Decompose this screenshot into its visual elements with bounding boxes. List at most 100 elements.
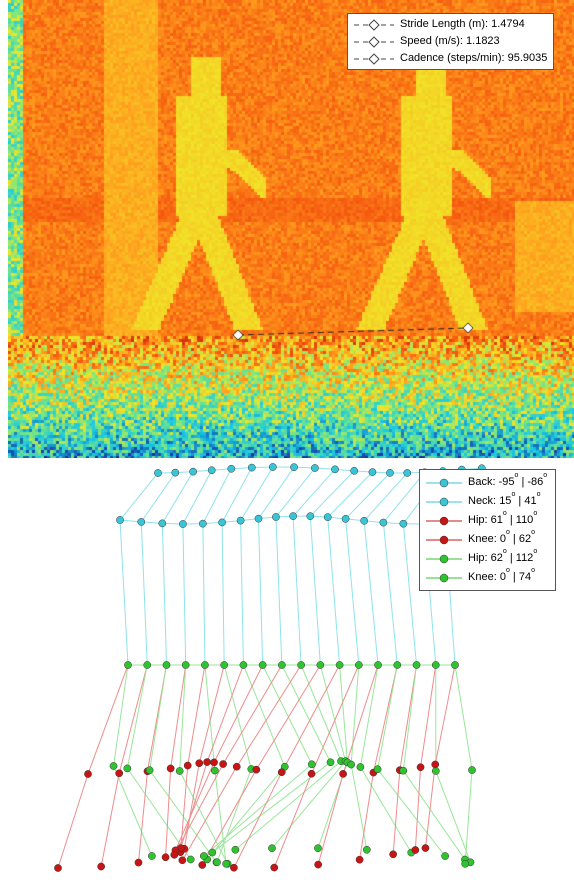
back-line xyxy=(345,518,360,666)
neck-joint-marker xyxy=(218,518,226,527)
left-shin-line xyxy=(183,763,200,849)
cadence-text: Cadence (steps/min): 95.9035 xyxy=(400,52,548,64)
legend-entry-hip-red: Hip: 61o | 110o xyxy=(424,510,547,530)
right-knee-marker xyxy=(211,766,219,775)
right-knee-marker xyxy=(175,767,184,775)
left-knee-marker xyxy=(431,760,440,769)
back-line xyxy=(140,521,148,666)
neck-joint-marker xyxy=(137,518,146,526)
left-thigh-line xyxy=(399,664,418,771)
right-ankle-marker xyxy=(222,859,230,868)
right-shin-line xyxy=(214,770,227,864)
left-thigh-line xyxy=(236,664,302,767)
right-thigh-line xyxy=(359,664,379,768)
right-knee-marker xyxy=(326,758,335,767)
hip-joint-marker xyxy=(220,661,229,669)
left-ankle-marker xyxy=(230,863,238,872)
neck-joint-marker xyxy=(179,520,187,528)
left-knee-marker xyxy=(339,770,347,778)
right-knee-marker xyxy=(109,762,118,770)
left-thigh-line xyxy=(434,664,456,765)
left-thigh-line xyxy=(187,664,206,766)
diamond-icon xyxy=(354,35,394,48)
left-knee-marker xyxy=(307,769,316,778)
left-ankle-marker xyxy=(134,858,143,867)
left-knee-marker xyxy=(232,762,241,771)
left-ankle-marker xyxy=(161,853,170,862)
left-shin-line xyxy=(179,765,189,853)
right-shin-line xyxy=(435,770,471,863)
right-knee-marker xyxy=(373,765,382,774)
neck-joint-marker xyxy=(254,514,263,523)
right-shin-line xyxy=(350,764,368,850)
left-knee-marker xyxy=(277,768,286,777)
right-thigh-line xyxy=(281,664,331,763)
circle-icon xyxy=(426,554,462,563)
diamond-icon xyxy=(354,18,394,31)
left-ankle-marker xyxy=(389,850,398,859)
left-ankle-marker xyxy=(314,860,323,869)
left-shin-line xyxy=(414,767,422,851)
hip-joint-marker xyxy=(297,661,305,669)
left-ankle-marker xyxy=(421,844,430,852)
hip-joint-marker xyxy=(278,661,286,669)
hip-joint-marker xyxy=(201,661,209,669)
neck-line xyxy=(240,466,274,521)
left-shin-line xyxy=(165,768,172,858)
neck-joint-marker xyxy=(306,512,315,521)
head-joint-marker xyxy=(403,469,412,477)
right-ankle-marker xyxy=(208,848,217,857)
back-line xyxy=(327,517,341,666)
right-thigh-line xyxy=(377,664,398,770)
hip-joint-marker xyxy=(181,661,190,669)
left-shin-line xyxy=(317,773,344,865)
right-thigh-line xyxy=(126,664,148,769)
back-line xyxy=(402,523,418,666)
left-thigh-line xyxy=(255,664,321,770)
neck-line xyxy=(309,470,355,517)
hip-joint-marker xyxy=(162,661,171,669)
left-ankle-marker xyxy=(54,864,62,872)
right-knee-marker xyxy=(347,760,356,769)
legend-label-neck: Neck: 15o | 41o xyxy=(468,491,541,507)
left-knee-marker xyxy=(203,758,211,766)
back-line xyxy=(257,518,264,666)
right-shin-line xyxy=(402,770,466,860)
right-ankle-marker xyxy=(268,844,276,853)
right-thigh-line xyxy=(149,664,167,771)
neck-joint-marker xyxy=(341,514,350,523)
right-knee-marker xyxy=(399,766,408,775)
gait-stats-legend: Stride Length (m): 1.4794 Speed (m/s): 1… xyxy=(347,13,555,70)
back-line xyxy=(382,522,398,666)
neck-line xyxy=(327,471,373,518)
left-shin-line xyxy=(57,773,89,869)
neck-line xyxy=(140,472,176,523)
circle-icon xyxy=(426,573,462,582)
right-thigh-line xyxy=(350,664,360,765)
right-ankle-marker xyxy=(231,845,240,854)
circle-icon xyxy=(426,497,462,506)
left-thigh-line xyxy=(87,664,129,775)
circle-icon xyxy=(426,516,462,525)
cadence-entry: Cadence (steps/min): 95.9035 xyxy=(352,50,547,67)
head-joint-marker xyxy=(268,463,277,471)
back-line xyxy=(240,520,244,666)
neck-joint-marker xyxy=(272,513,280,521)
left-ankle-marker xyxy=(170,850,179,859)
right-thigh-line xyxy=(242,664,286,767)
right-knee-marker xyxy=(468,766,476,774)
left-ankle-marker xyxy=(178,856,187,865)
speed-entry: Speed (m/s): 1.1823 xyxy=(352,33,547,50)
left-shin-line xyxy=(173,763,224,856)
right-knee-marker xyxy=(145,766,154,775)
legend-label-hip-green: Hip: 62o | 112o xyxy=(468,548,538,564)
neck-joint-marker xyxy=(116,516,124,524)
left-thigh-line xyxy=(342,664,379,775)
neck-joint-marker xyxy=(360,516,368,525)
right-knee-marker xyxy=(123,764,132,773)
legend-entry-back: Back: -95o | -86o xyxy=(424,472,547,492)
thermal-walking-image xyxy=(8,0,574,458)
hip-joint-marker xyxy=(374,661,382,669)
right-shin-line xyxy=(464,770,473,864)
left-ankle-marker xyxy=(198,861,207,869)
